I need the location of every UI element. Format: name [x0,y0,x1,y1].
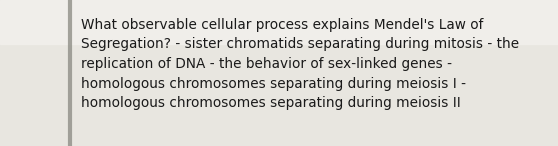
Bar [0,0,558,44]
Text: What observable cellular process explains Mendel's Law of
Segregation? - sister : What observable cellular process explain… [81,18,519,110]
